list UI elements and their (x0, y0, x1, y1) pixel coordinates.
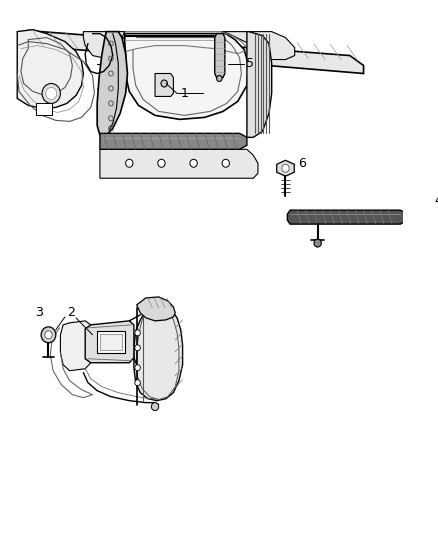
Circle shape (161, 80, 167, 87)
Text: 5: 5 (246, 57, 254, 70)
Polygon shape (277, 160, 294, 176)
Circle shape (216, 76, 222, 82)
Polygon shape (287, 210, 408, 224)
Polygon shape (137, 297, 175, 321)
Polygon shape (221, 31, 295, 60)
Circle shape (152, 402, 159, 410)
Polygon shape (134, 305, 183, 401)
Circle shape (314, 239, 321, 247)
Circle shape (135, 330, 140, 336)
Polygon shape (83, 31, 125, 58)
Circle shape (135, 379, 140, 386)
Circle shape (45, 331, 52, 339)
Bar (97, 331, 125, 353)
Circle shape (46, 87, 57, 100)
Text: 6: 6 (298, 157, 306, 170)
Circle shape (126, 159, 133, 167)
Text: 2: 2 (67, 306, 75, 319)
Polygon shape (60, 321, 91, 371)
Bar (100, 334, 122, 350)
Polygon shape (100, 133, 247, 149)
Text: 3: 3 (35, 306, 42, 319)
Circle shape (190, 159, 197, 167)
Polygon shape (100, 149, 258, 178)
Bar (35, 103, 52, 116)
Polygon shape (17, 30, 83, 108)
Circle shape (282, 164, 289, 172)
Text: 4: 4 (434, 193, 438, 207)
Circle shape (42, 84, 60, 103)
Polygon shape (28, 30, 364, 74)
Circle shape (135, 345, 140, 351)
Polygon shape (155, 74, 173, 96)
Text: 1: 1 (181, 87, 189, 100)
Polygon shape (97, 31, 127, 135)
Circle shape (135, 365, 140, 371)
Circle shape (41, 327, 56, 343)
Polygon shape (125, 34, 249, 119)
Circle shape (222, 159, 230, 167)
Polygon shape (247, 31, 272, 138)
Polygon shape (215, 34, 225, 77)
Circle shape (158, 159, 165, 167)
Polygon shape (85, 321, 134, 363)
